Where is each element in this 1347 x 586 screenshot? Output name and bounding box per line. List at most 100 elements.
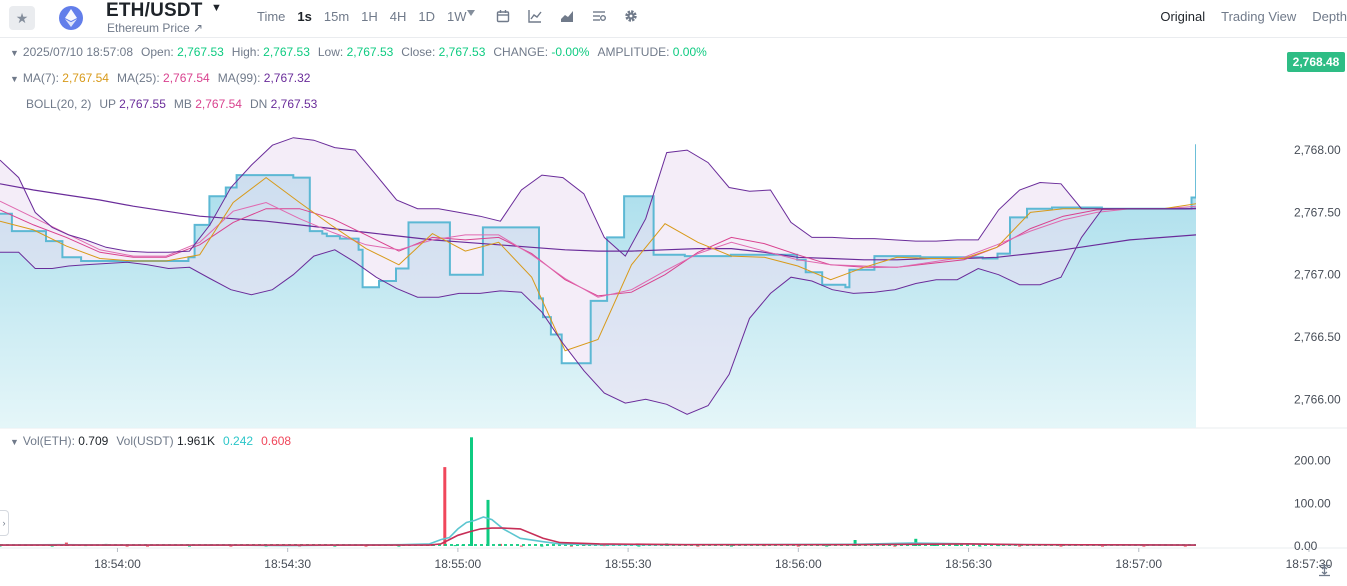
boll-up-line bbox=[0, 137, 1196, 257]
volume-bar bbox=[825, 545, 829, 547]
time-tick-label: 18:55:30 bbox=[605, 557, 652, 571]
interval-4h[interactable]: 4H bbox=[389, 9, 407, 24]
line-chart-icon[interactable] bbox=[519, 9, 551, 23]
symbol-title[interactable]: ETH/USDT bbox=[106, 0, 203, 21]
legend-ma99-value: 2,767.32 bbox=[263, 71, 311, 85]
legend-vol-usdt-label: Vol(USDT) bbox=[116, 434, 174, 448]
price-tick-label: 2,766.00 bbox=[1294, 392, 1341, 406]
price-tick-label: 2,767.00 bbox=[1294, 268, 1341, 282]
legend-dn-label: DN bbox=[249, 97, 268, 111]
legend-change-value: -0.00% bbox=[551, 45, 590, 59]
volume-bar bbox=[1101, 545, 1104, 547]
boll-legend: BOLL(20, 2) UP 2,767.55 MB 2,767.54 DN 2,76… bbox=[26, 97, 325, 111]
view-tabs: Original Trading View Depth bbox=[1144, 9, 1347, 24]
volume-bar bbox=[696, 545, 700, 547]
volume-bar bbox=[364, 545, 368, 547]
ma25-line bbox=[0, 200, 1196, 298]
volume-bar bbox=[569, 545, 573, 547]
volume-tick-label: 0.00 bbox=[1294, 539, 1318, 553]
ohlc-legend: ▼ 2025/07/10 18:57:08 Open: 2,767.53 High: … bbox=[10, 45, 715, 59]
legend-amplitude-value: 0.00% bbox=[672, 45, 707, 59]
scale-settings-icon[interactable] bbox=[1318, 564, 1331, 580]
legend-close-value: 2,767.53 bbox=[438, 45, 486, 59]
legend-amplitude-label: AMPLITUDE: bbox=[597, 45, 670, 59]
area-chart-icon[interactable] bbox=[551, 9, 583, 23]
volume-tick-label: 100.00 bbox=[1294, 496, 1331, 510]
interval-time[interactable]: Time bbox=[257, 9, 286, 24]
volume-bar bbox=[188, 545, 191, 547]
legend-vol-eth-label: Vol(ETH): bbox=[22, 434, 75, 448]
legend-mb-value: 2,767.54 bbox=[195, 97, 242, 111]
legend-high-value: 2,767.53 bbox=[263, 45, 310, 59]
volume-bar bbox=[397, 545, 401, 547]
volume-bar bbox=[853, 540, 857, 546]
interval-1d[interactable]: 1D bbox=[418, 9, 436, 24]
volume-bar bbox=[1230, 545, 1233, 546]
tab-original[interactable]: Original bbox=[1160, 9, 1206, 24]
interval-1s[interactable]: 1s bbox=[297, 9, 312, 24]
legend-ma99-label: MA(99): bbox=[217, 71, 261, 85]
interval-1h[interactable]: 1H bbox=[361, 9, 378, 24]
tab-trading-view[interactable]: Trading View bbox=[1221, 9, 1297, 24]
volume-bar bbox=[519, 545, 523, 547]
volume-bar bbox=[1142, 545, 1146, 547]
ma99-line bbox=[0, 183, 1196, 261]
tab-depth[interactable]: Depth bbox=[1312, 9, 1347, 24]
volume-bar bbox=[796, 545, 800, 547]
volume-bar bbox=[125, 545, 129, 547]
interval-selector: Time 1s 15m 1H 4H 1D 1W bbox=[257, 9, 479, 24]
price-volume-chart[interactable]: 2,768.00 2,767.50 2,767.00 2,766.50 2,766.00… bbox=[0, 38, 1347, 586]
legend-vol-eth-value: 0.709 bbox=[78, 434, 109, 448]
volume-bar bbox=[443, 467, 447, 546]
volume-tick-label: 200.00 bbox=[1294, 454, 1331, 468]
calendar-icon[interactable] bbox=[487, 9, 519, 23]
legend-up-value: 2,767.55 bbox=[119, 97, 166, 111]
legend-low-value: 2,767.53 bbox=[346, 45, 394, 59]
volume-bar bbox=[978, 545, 982, 547]
boll-band-fill bbox=[0, 137, 1196, 415]
time-tick-label: 18:57:30 bbox=[1286, 557, 1333, 571]
legend-ma25-label: MA(25): bbox=[116, 71, 160, 85]
volume-ma-slow-line bbox=[0, 527, 1196, 546]
close-price-line bbox=[0, 144, 1196, 365]
legend-vol-ma1-value: 0.242 bbox=[223, 434, 254, 448]
legend-time: 2025/07/10 18:57:08 bbox=[22, 45, 134, 59]
legend-low-label: Low: bbox=[317, 45, 344, 59]
volume-bar bbox=[729, 545, 733, 547]
legend-up-label: UP bbox=[99, 97, 116, 111]
collapse-caret-icon[interactable]: ▼ bbox=[10, 437, 19, 447]
legend-dn-value: 2,767.53 bbox=[270, 97, 318, 111]
settings-gear-icon[interactable] bbox=[615, 9, 647, 23]
collapse-caret-icon[interactable]: ▼ bbox=[10, 74, 19, 84]
volume-bar bbox=[1205, 546, 1208, 547]
symbol-subtitle-link[interactable]: Ethereum Price ↗ bbox=[107, 21, 204, 35]
last-price-tag: 2,768.48 bbox=[1287, 52, 1345, 72]
time-tick-label: 18:56:30 bbox=[945, 557, 992, 571]
volume-bar bbox=[602, 545, 606, 547]
time-tick-label: 18:57:00 bbox=[1115, 557, 1162, 571]
interval-1w[interactable]: 1W bbox=[447, 9, 467, 24]
time-tick-label: 18:54:30 bbox=[264, 557, 311, 571]
legend-high-label: High: bbox=[231, 45, 260, 59]
volume-bar bbox=[1220, 544, 1223, 546]
volume-bar bbox=[955, 544, 959, 546]
legend-ma7-label: MA(7): bbox=[22, 71, 59, 85]
time-tick-label: 18:54:00 bbox=[94, 557, 141, 571]
interval-15m[interactable]: 15m bbox=[323, 9, 350, 24]
collapse-caret-icon[interactable]: ▼ bbox=[10, 48, 19, 58]
favorite-star-icon[interactable]: ★ bbox=[9, 6, 35, 30]
volume-bar bbox=[146, 545, 149, 547]
legend-vol-usdt-value: 1.961K bbox=[177, 434, 216, 448]
expand-panel-chevron-icon[interactable]: › bbox=[0, 510, 9, 536]
header-bar: ★ ETH/USDT ▼ Ethereum Price ↗ Time 1s 15… bbox=[0, 0, 1347, 38]
indicators-icon[interactable] bbox=[583, 9, 615, 23]
symbol-caret-down-icon[interactable]: ▼ bbox=[211, 2, 222, 14]
volume-legend: ▼ Vol(ETH): 0.709 Vol(USDT) 1.961K 0.242 0.6… bbox=[10, 434, 299, 448]
interval-more-caret-down-icon[interactable] bbox=[455, 9, 487, 23]
boll-dn-line bbox=[0, 208, 1196, 415]
price-plot-group bbox=[0, 137, 1196, 428]
volume-bar bbox=[1183, 545, 1187, 547]
volume-bar bbox=[0, 545, 2, 547]
price-tick-label: 2,767.50 bbox=[1294, 205, 1341, 219]
